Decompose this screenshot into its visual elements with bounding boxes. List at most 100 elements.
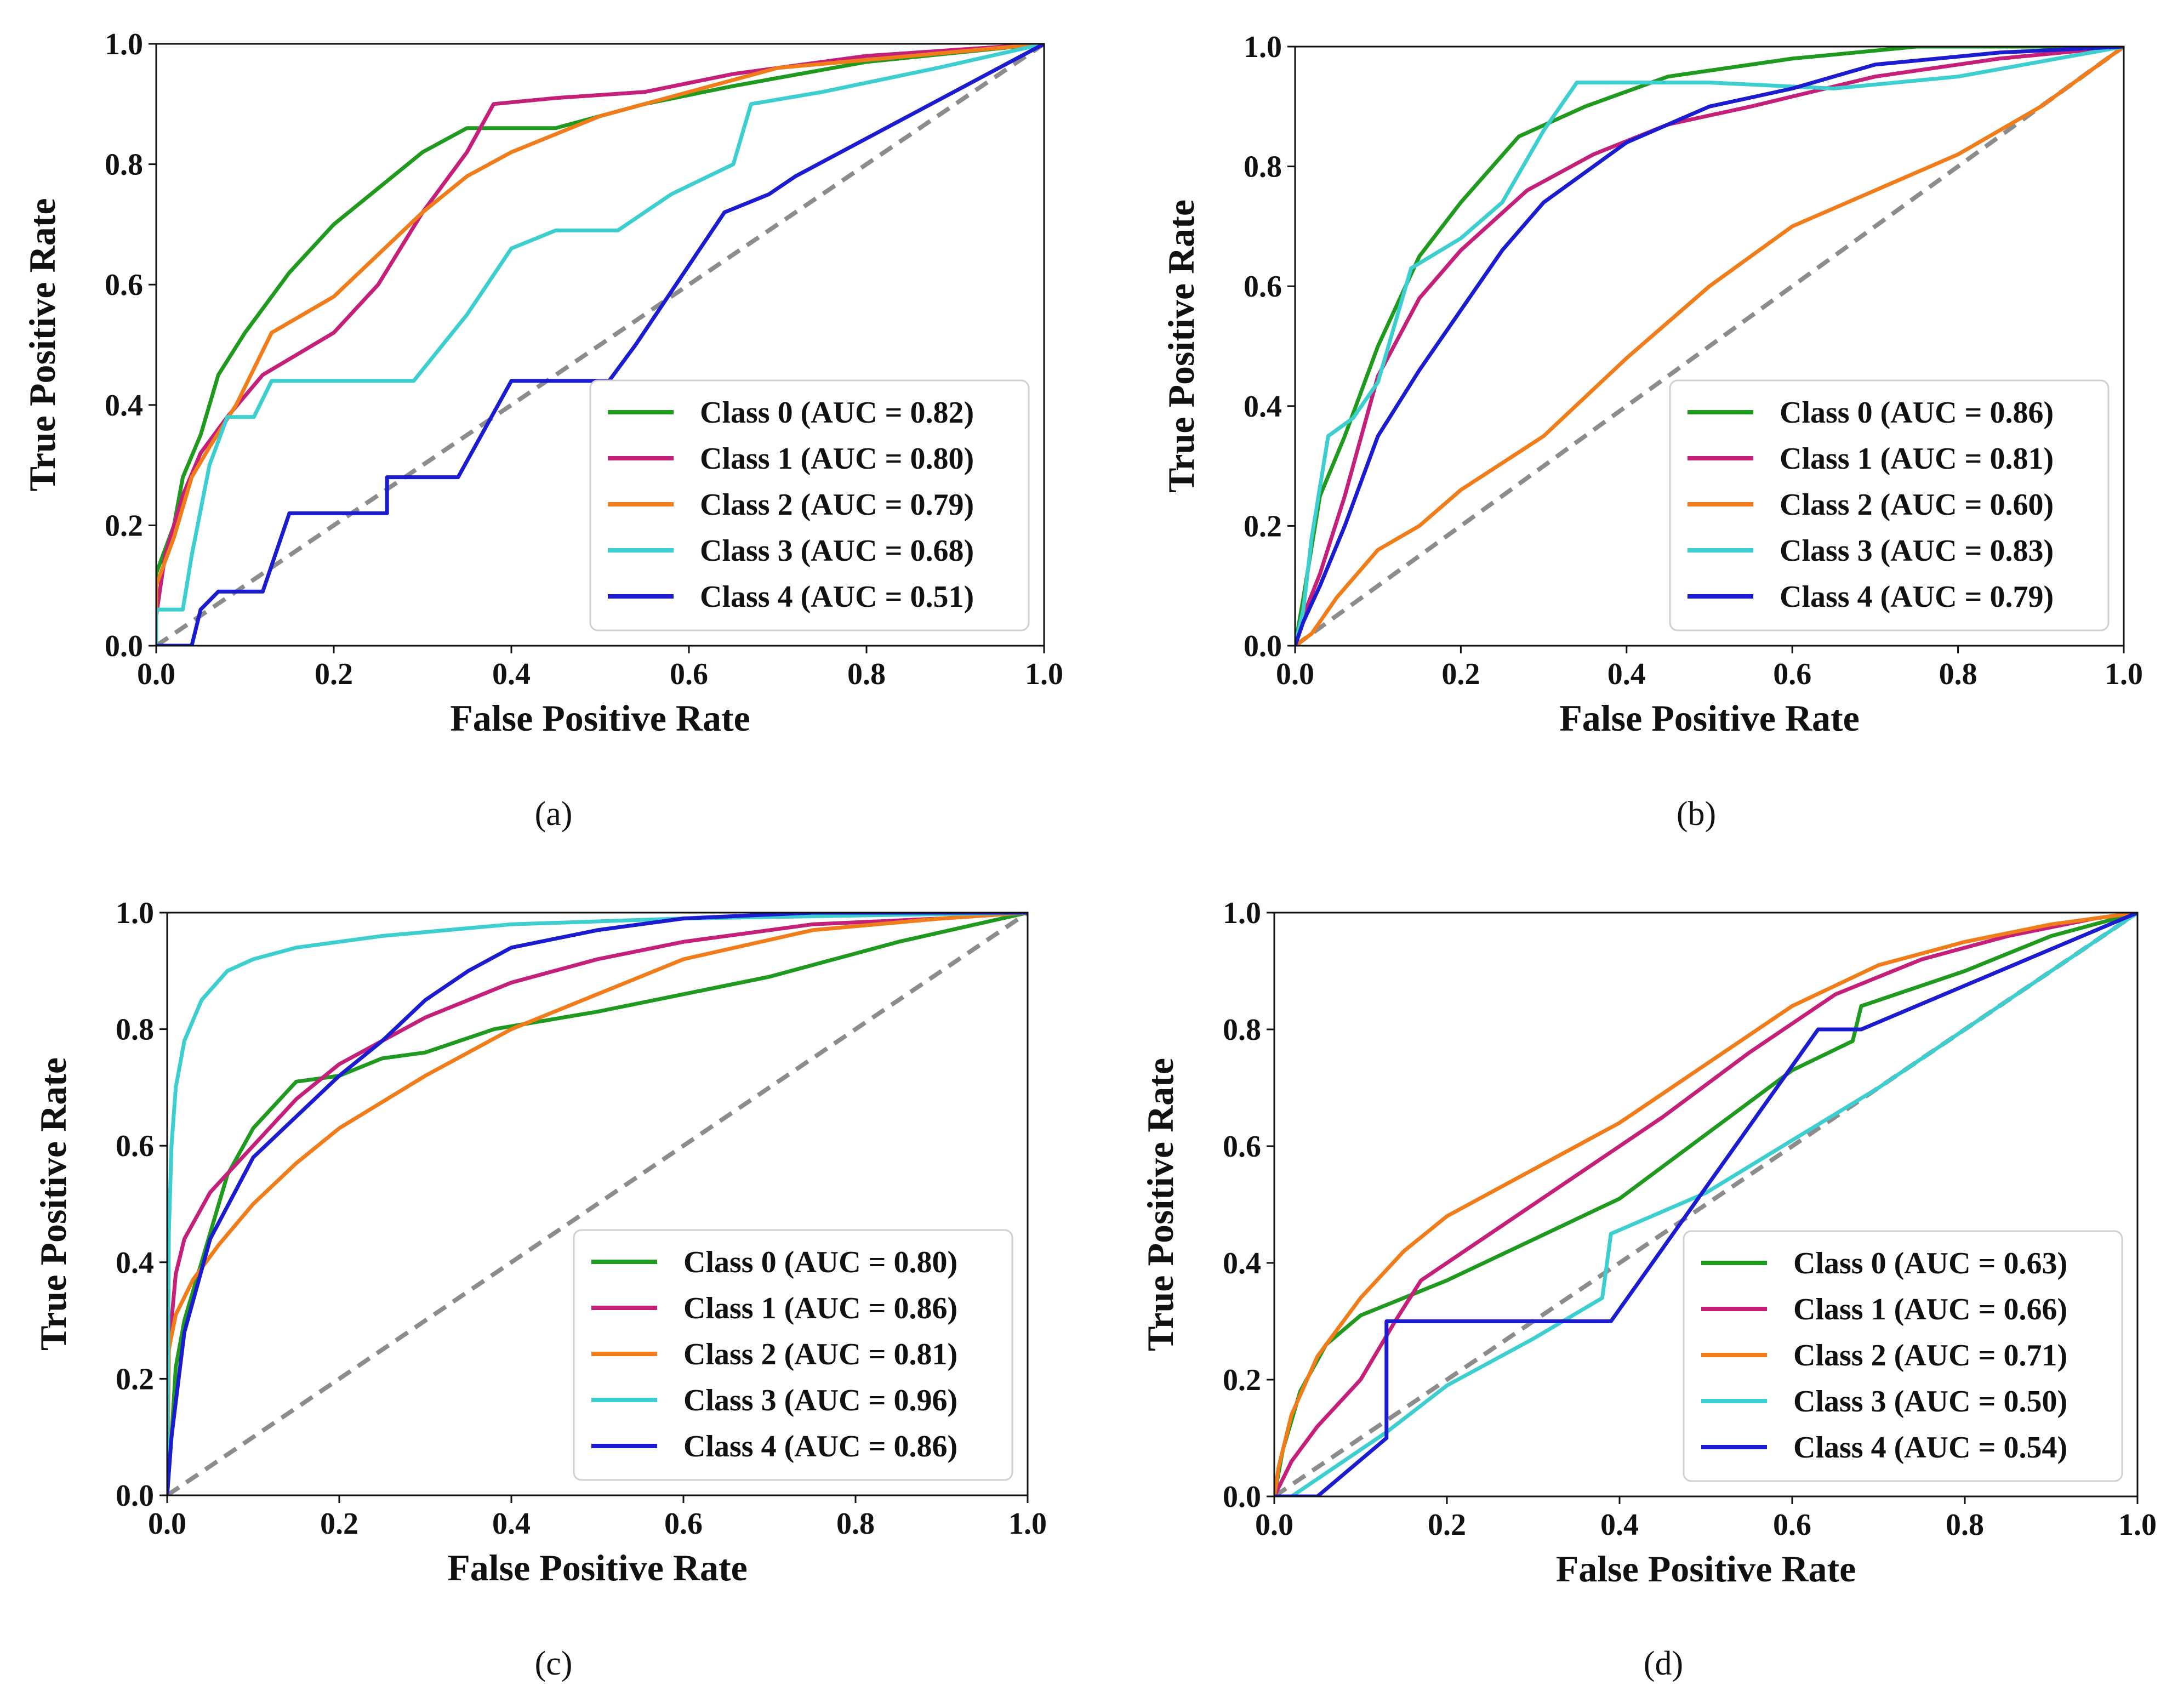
legend-label-class-0: Class 0 (AUC = 0.82) — [700, 396, 974, 430]
panel-caption-a: (a) — [535, 795, 573, 833]
legend-label-class-1: Class 1 (AUC = 0.81) — [1780, 442, 2054, 476]
x-axis-label: False Positive Rate — [1556, 1548, 1856, 1590]
x-axis-label: False Positive Rate — [1559, 697, 1860, 739]
x-tick-label: 1.0 — [1008, 1507, 1047, 1541]
y-axis-label: True Positive Rate — [1139, 1058, 1181, 1351]
x-tick-label: 0.8 — [1939, 657, 1977, 691]
roc-curve-class-4 — [1274, 913, 2137, 1496]
legend-label-class-3: Class 3 (AUC = 0.96) — [683, 1384, 957, 1417]
legend-label-class-2: Class 2 (AUC = 0.71) — [1793, 1339, 2067, 1373]
y-tick-label: 1.0 — [116, 896, 154, 930]
y-tick-label: 0.6 — [1223, 1130, 1261, 1164]
x-tick-label: 1.0 — [1025, 657, 1063, 691]
legend: Class 0 (AUC = 0.86) Class 1 (AUC = 0.81)… — [1669, 379, 2110, 631]
y-tick-label: 0.2 — [1244, 509, 1282, 543]
legend-label-class-1: Class 1 (AUC = 0.66) — [1793, 1293, 2067, 1326]
y-tick-label: 0.4 — [105, 389, 143, 423]
panel-caption-c: (c) — [535, 1645, 573, 1682]
y-tick-label: 0.8 — [116, 1013, 154, 1047]
chance-diagonal-line — [167, 913, 1028, 1495]
x-tick-label: 0.0 — [148, 1507, 186, 1541]
roc-curve-class-1 — [167, 913, 1028, 1495]
x-tick-label: 0.0 — [137, 657, 175, 691]
x-tick-label: 0.8 — [847, 657, 886, 691]
roc-panel-a: 0.0 0.2 0.4 0.6 0.8 1.0 0.0 0.2 0.4 0.6 0.8 1.0 Fals… — [21, 27, 1063, 833]
legend-label-class-4: Class 4 (AUC = 0.54) — [1793, 1431, 2067, 1465]
legend-label-class-3: Class 3 (AUC = 0.83) — [1780, 534, 2054, 568]
x-tick-label: 0.8 — [1946, 1508, 1984, 1542]
legend-label-class-0: Class 0 (AUC = 0.86) — [1780, 396, 2054, 430]
roc-curve-class-3 — [156, 44, 1044, 646]
chance-diagonal-line — [1295, 47, 2124, 646]
y-tick-label: 0.6 — [1244, 270, 1282, 304]
roc-curve-class-4 — [1295, 47, 2124, 646]
roc-curve-class-0 — [156, 44, 1044, 646]
legend-label-class-0: Class 0 (AUC = 0.80) — [683, 1245, 957, 1279]
roc-curve-class-2 — [1274, 913, 2137, 1496]
legend: Class 0 (AUC = 0.63) Class 1 (AUC = 0.66)… — [1683, 1230, 2123, 1482]
roc-panel-d: 0.0 0.2 0.4 0.6 0.8 1.0 0.0 0.2 0.4 0.6 0.8 1.0 Fals… — [1139, 896, 2157, 1682]
y-tick-label: 0.0 — [1244, 629, 1282, 663]
y-tick-label: 0.2 — [116, 1362, 154, 1396]
legend: Class 0 (AUC = 0.80) Class 1 (AUC = 0.86)… — [573, 1229, 1013, 1481]
x-tick-label: 0.2 — [1441, 657, 1480, 691]
roc-curve-class-0 — [167, 913, 1028, 1495]
roc-curve-class-1 — [156, 44, 1044, 646]
y-tick-label: 1.0 — [1244, 30, 1282, 64]
panel-caption-b: (b) — [1677, 795, 1716, 833]
roc-curve-class-1 — [1274, 913, 2137, 1496]
plot-frame — [1273, 912, 2139, 1498]
x-tick-label: 0.0 — [1255, 1508, 1293, 1542]
legend-label-class-2: Class 2 (AUC = 0.60) — [1780, 488, 2054, 522]
roc-curve-class-1 — [1295, 47, 2124, 646]
x-tick-label: 0.6 — [1773, 657, 1811, 691]
plot-frame — [1294, 45, 2125, 647]
legend-box — [1683, 1230, 2123, 1482]
y-tick-label: 1.0 — [1223, 896, 1261, 930]
legend-label-class-3: Class 3 (AUC = 0.50) — [1793, 1385, 2067, 1419]
legend: Class 0 (AUC = 0.82) Class 1 (AUC = 0.80)… — [589, 379, 1030, 631]
x-tick-label: 0.0 — [1276, 657, 1314, 691]
x-tick-label: 0.2 — [1428, 1508, 1466, 1542]
x-tick-label: 0.6 — [664, 1507, 703, 1541]
x-tick-label: 0.2 — [315, 657, 353, 691]
legend-label-class-1: Class 1 (AUC = 0.86) — [683, 1291, 957, 1325]
curves — [1295, 47, 2124, 646]
x-tick-label: 1.0 — [2105, 657, 2143, 691]
x-tick-label: 0.6 — [1773, 1508, 1811, 1542]
roc-curve-class-2 — [1295, 47, 2124, 646]
y-axis-label: True Positive Rate — [1160, 200, 1202, 493]
curves — [167, 913, 1028, 1495]
roc-curve-class-2 — [167, 913, 1028, 1495]
y-tick-label: 0.4 — [1223, 1246, 1261, 1280]
chance-diagonal-line — [156, 44, 1044, 646]
roc-panel-b: 0.0 0.2 0.4 0.6 0.8 1.0 0.0 0.2 0.4 0.6 0.8 1.0 Fals… — [1160, 30, 2143, 833]
y-axis-label: True Positive Rate — [21, 198, 63, 491]
y-tick-label: 0.8 — [105, 148, 143, 182]
legend-label-class-2: Class 2 (AUC = 0.79) — [700, 488, 974, 522]
x-tick-label: 0.2 — [320, 1507, 358, 1541]
panel-caption-d: (d) — [1644, 1645, 1683, 1682]
legend-box — [573, 1229, 1013, 1481]
x-axis-label: False Positive Rate — [447, 1547, 748, 1589]
chance-diagonal-line — [1274, 913, 2137, 1496]
x-tick-label: 0.4 — [1600, 1508, 1639, 1542]
roc-curve-class-2 — [156, 44, 1044, 646]
y-tick-label: 1.0 — [105, 27, 143, 61]
x-tick-label: 1.0 — [2118, 1508, 2157, 1542]
legend-label-class-0: Class 0 (AUC = 0.63) — [1793, 1246, 2067, 1280]
roc-curve-class-3 — [167, 913, 1028, 1495]
x-tick-label: 0.4 — [492, 657, 531, 691]
x-tick-label: 0.4 — [492, 1507, 531, 1541]
curves — [1274, 913, 2137, 1496]
x-tick-label: 0.8 — [836, 1507, 875, 1541]
legend-label-class-1: Class 1 (AUC = 0.80) — [700, 442, 974, 476]
legend-label-class-3: Class 3 (AUC = 0.68) — [700, 534, 974, 568]
roc-curve-class-4 — [156, 44, 1044, 646]
legend-label-class-4: Class 4 (AUC = 0.79) — [1780, 580, 2054, 614]
legend-label-class-4: Class 4 (AUC = 0.86) — [683, 1430, 957, 1464]
y-tick-label: 0.2 — [105, 509, 143, 543]
roc-curve-class-4 — [167, 913, 1028, 1495]
curves — [156, 44, 1044, 646]
